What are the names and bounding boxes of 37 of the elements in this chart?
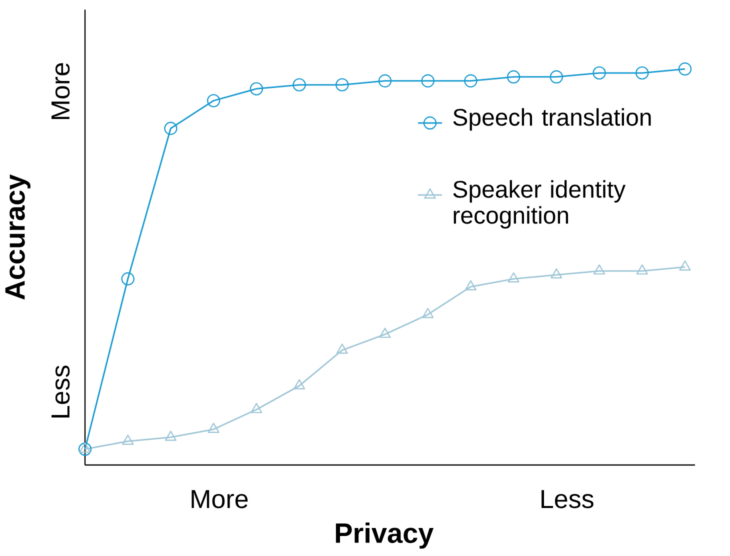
x-axis-title: Privacy (336, 522, 434, 549)
point (593, 264, 606, 275)
y-axis-title: Accuracy (5, 174, 30, 300)
point (122, 434, 134, 445)
point (422, 308, 434, 318)
point (550, 268, 562, 279)
point (336, 344, 348, 354)
point (464, 74, 478, 88)
legend-label: Speech translation (453, 108, 651, 131)
point (250, 82, 264, 96)
point (679, 260, 691, 271)
point (79, 442, 91, 453)
text: Less (52, 366, 70, 418)
point (292, 78, 306, 92)
point (508, 272, 520, 282)
point (250, 402, 262, 414)
point (678, 62, 692, 76)
point (121, 272, 134, 286)
point (421, 74, 434, 88)
point (164, 430, 177, 441)
point (206, 94, 220, 108)
point (293, 379, 306, 390)
point (378, 74, 392, 88)
point (208, 422, 220, 433)
point (506, 70, 520, 84)
point (550, 70, 564, 84)
point (379, 328, 391, 338)
text: More (192, 490, 248, 508)
point (592, 66, 606, 80)
point (164, 122, 178, 135)
point (636, 66, 649, 80)
point (464, 280, 477, 290)
text: More (52, 63, 70, 120)
point (636, 264, 648, 275)
legend-label: Speaker identity recognition (453, 180, 626, 229)
text: Less (542, 490, 594, 508)
point (336, 78, 349, 92)
